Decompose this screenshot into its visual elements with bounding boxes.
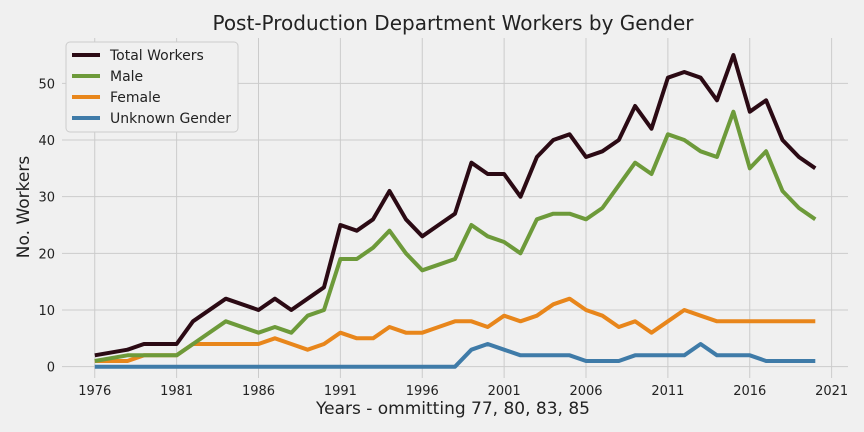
series-line-female (94, 296, 816, 363)
x-tick-label: 1986 (242, 384, 275, 399)
x-tick-label: 2011 (651, 384, 684, 399)
y-tick-label: 20 (38, 247, 55, 262)
legend-label: Total Workers (109, 48, 204, 64)
x-tick-label: 2016 (733, 384, 766, 399)
chart-title: Post-Production Department Workers by Ge… (212, 11, 694, 35)
legend-label: Unknown Gender (110, 111, 231, 127)
y-tick-label: 50 (38, 77, 55, 92)
x-tick-label: 1991 (324, 384, 357, 399)
legend: Total Workers Male Female Unknown Gender (65, 41, 239, 133)
series-lines (94, 53, 817, 369)
legend-box (65, 41, 239, 133)
x-tick-label: 2001 (488, 384, 521, 399)
series-line-unknown-gender (94, 342, 816, 369)
x-axis-ticks: 1976 1981 1986 1991 1996 2001 2006 2011 2016 2021 (78, 384, 848, 399)
x-tick-label: 2021 (815, 384, 848, 399)
x-tick-label: 1996 (406, 384, 439, 399)
series-line-male (94, 109, 817, 363)
x-tick-label: 2006 (569, 384, 602, 399)
x-axis-label: Years - ommitting 77, 80, 83, 85 (315, 399, 590, 419)
y-tick-label: 10 (38, 304, 55, 319)
y-tick-label: 30 (38, 191, 55, 206)
x-tick-label: 1976 (78, 384, 111, 399)
y-axis-label: No. Workers (14, 156, 34, 259)
series-line-total-workers (94, 53, 817, 358)
y-axis-ticks: 0 10 20 30 40 50 (38, 77, 55, 375)
x-tick-label: 1981 (160, 384, 193, 399)
y-tick-label: 40 (38, 134, 55, 149)
legend-label: Female (110, 90, 161, 106)
legend-label: Male (110, 69, 143, 85)
y-tick-label: 0 (47, 361, 55, 376)
